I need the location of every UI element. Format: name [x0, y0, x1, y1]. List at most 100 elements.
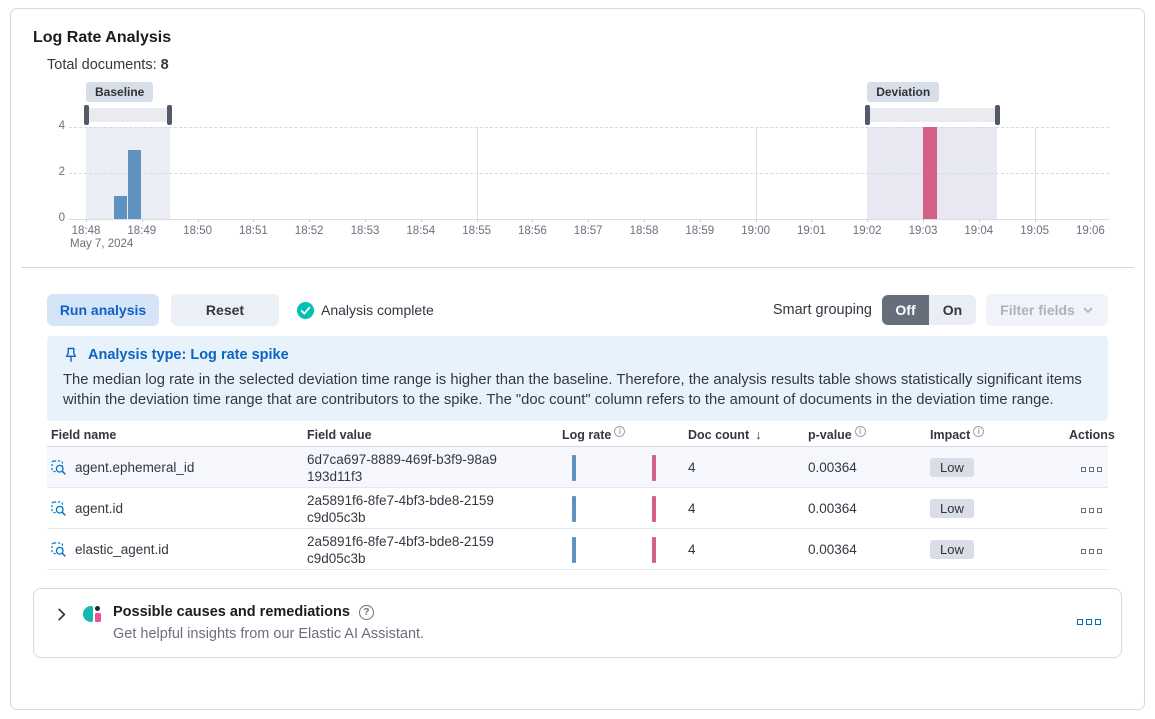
x-tick-mark [86, 219, 87, 222]
field-value: 2a5891f6-8fe7-4bf3-bde8-2159c9d05c3b [307, 533, 494, 566]
x-tick-mark [644, 219, 645, 222]
column-header-log-rate[interactable]: Log rate i [562, 425, 688, 442]
deviation-brush-right-handle[interactable] [994, 105, 1000, 125]
analysis-status-text: Analysis complete [321, 302, 434, 318]
x-tick-mark [532, 219, 534, 222]
p-value: 0.00364 [808, 501, 857, 516]
x-tick-label: 19:00 [741, 225, 770, 237]
log-rate-info-icon[interactable]: i [614, 425, 626, 437]
y-axis-label: 4 [58, 120, 65, 132]
p-value-info-icon[interactable]: i [854, 425, 866, 437]
x-tick-label: 19:04 [964, 225, 994, 237]
check-circle-icon [297, 301, 314, 319]
impact-badge: Low [930, 458, 974, 477]
x-tick-label: 18:49 [127, 225, 157, 237]
smart-grouping-on-button[interactable]: On [929, 295, 976, 325]
field-name: agent.ephemeral_id [75, 460, 195, 475]
page-title: Log Rate Analysis [33, 29, 172, 46]
impact-info-icon[interactable]: i [973, 425, 985, 437]
baseline-bar [113, 196, 128, 219]
v-gridline [476, 127, 478, 219]
x-tick-label: 18:48 [71, 225, 101, 237]
possible-causes-accordion: Possible causes and remediations ? Get h… [33, 588, 1122, 658]
x-tick-label: 18:50 [183, 225, 212, 237]
doc-count: 4 [688, 542, 696, 557]
x-tick-label: 19:05 [1020, 225, 1049, 237]
x-tick-mark [867, 219, 869, 222]
x-tick-mark [755, 219, 757, 222]
doc-count: 4 [688, 501, 696, 516]
x-tick-mark [253, 219, 255, 222]
pin-icon [65, 347, 77, 363]
sort-desc-arrow-icon: ↓ [755, 427, 762, 442]
smart-grouping-off-button[interactable]: Off [882, 295, 929, 325]
baseline-mini-bar [572, 537, 576, 563]
x-tick-mark [476, 219, 478, 222]
deviation-brush-left-handle[interactable] [864, 105, 870, 125]
deviation-mini-bar [652, 496, 656, 522]
analysis-status: Analysis complete [297, 301, 434, 319]
log-rate-histogram[interactable]: 0 2 4 Baseline Deviation 18:48 18:49 18:50 18:51… [33, 79, 1124, 251]
deviation-brush[interactable] [867, 108, 998, 122]
baseline-brush-right-handle[interactable] [167, 105, 173, 125]
log-rate-analysis-panel: Log Rate Analysis Total documents: 8 0 2 4… [10, 8, 1145, 710]
field-value: 2a5891f6-8fe7-4bf3-bde8-2159c9d05c3b [307, 492, 494, 525]
deviation-mini-bar [652, 455, 656, 481]
column-header-doc-count[interactable]: Doc count ↓ [688, 427, 762, 442]
y-axis-label: 2 [58, 166, 65, 178]
callout-title: Analysis type: Log rate spike [88, 347, 289, 363]
column-header-p-value[interactable]: p-value i [808, 425, 923, 442]
deviation-mini-bar [652, 537, 656, 563]
x-tick-label: 19:02 [852, 225, 882, 237]
table-row: agent.id 2a5891f6-8fe7-4bf3-bde8-2159c9d… [47, 488, 1108, 529]
filter-field-icon[interactable] [51, 500, 67, 517]
footer-actions-button[interactable] [1077, 619, 1101, 625]
x-tick-label: 18:55 [462, 225, 491, 237]
row-actions-button[interactable] [1081, 508, 1102, 513]
footer-subtitle: Get helpful insights from our Elastic AI… [113, 626, 425, 642]
filter-fields-button[interactable]: Filter fields [986, 294, 1108, 326]
chevron-down-icon [1083, 307, 1093, 313]
impact-badge: Low [930, 540, 974, 559]
baseline-brush[interactable] [86, 108, 170, 122]
field-name: agent.id [75, 501, 124, 516]
p-value: 0.00364 [808, 460, 857, 475]
baseline-brush-left-handle[interactable] [83, 105, 89, 125]
filter-field-icon[interactable] [51, 541, 67, 558]
x-tick-label: 18:58 [629, 225, 659, 237]
column-header-impact[interactable]: Impact i [923, 425, 1069, 442]
x-tick-mark [978, 219, 980, 222]
x-tick-label: 19:03 [908, 225, 938, 237]
x-tick-label: 18:52 [294, 225, 324, 237]
baseline-mini-bar [572, 496, 576, 522]
x-tick-mark [923, 219, 924, 222]
y-gridline [69, 127, 1109, 128]
x-tick-mark [141, 219, 143, 222]
filter-field-icon[interactable] [51, 459, 67, 476]
row-actions-button[interactable] [1081, 467, 1102, 472]
column-header-field-name[interactable]: Field name [51, 427, 117, 442]
reset-button[interactable]: Reset [171, 294, 279, 326]
row-actions-button[interactable] [1081, 549, 1102, 554]
x-tick-mark [365, 219, 366, 222]
x-axis-date-label: May 7, 2024 [70, 238, 134, 250]
field-name: elastic_agent.id [75, 542, 169, 557]
x-tick-label: 18:53 [350, 225, 380, 237]
help-icon[interactable]: ? [358, 604, 374, 620]
column-header-actions: Actions [1069, 427, 1115, 442]
x-tick-mark [197, 219, 199, 222]
deviation-bar [923, 127, 937, 219]
y-axis-label: 0 [58, 212, 65, 224]
chevron-right-icon[interactable] [54, 607, 69, 622]
x-tick-label: 18:54 [406, 225, 436, 237]
x-tick-label: 18:51 [239, 225, 268, 237]
table-row: elastic_agent.id 2a5891f6-8fe7-4bf3-bde8… [47, 529, 1108, 570]
table-row: agent.ephemeral_id 6d7ca697-8889-469f-b3… [47, 447, 1108, 488]
column-header-field-value[interactable]: Field value [307, 427, 372, 442]
x-tick-mark [1090, 219, 1092, 222]
doc-count: 4 [688, 460, 696, 475]
p-value: 0.00364 [808, 542, 857, 557]
smart-grouping-toggle: Off On [882, 295, 976, 325]
run-analysis-button[interactable]: Run analysis [47, 294, 159, 326]
footer-title: Possible causes and remediations [113, 604, 350, 620]
